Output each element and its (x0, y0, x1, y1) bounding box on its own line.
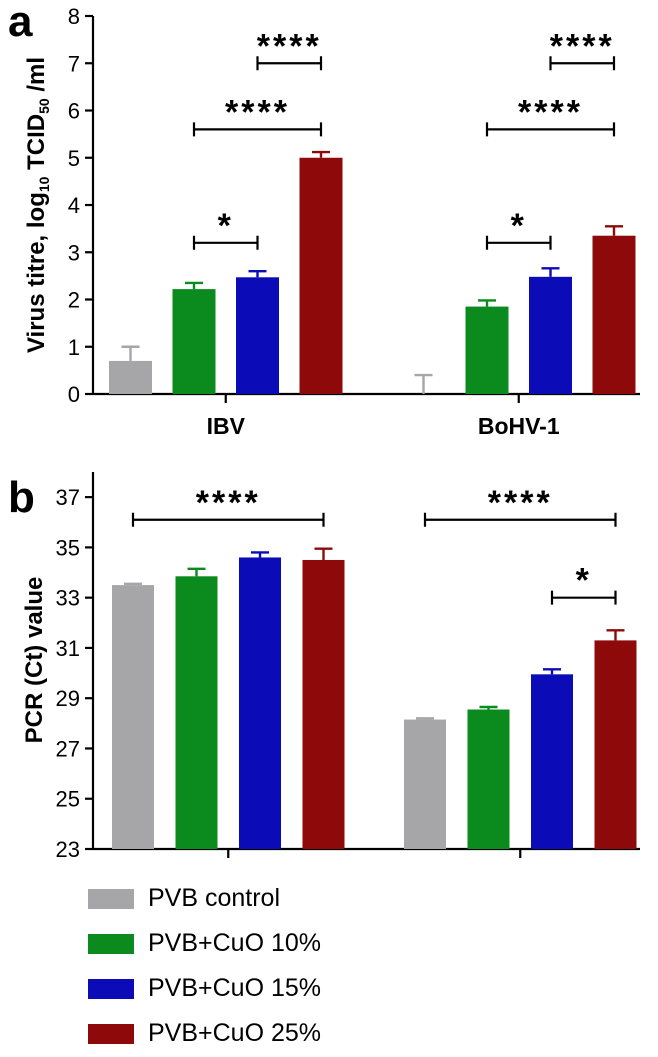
bar (109, 360, 152, 394)
bar (592, 235, 636, 394)
y-tick-label: 25 (56, 787, 80, 812)
legend: PVB control PVB+CuO 10% PVB+CuO 15% PVB+… (88, 876, 321, 1056)
significance-bracket (192, 122, 323, 137)
significance-label: * (511, 207, 527, 245)
bar (404, 719, 446, 849)
bar (467, 709, 510, 849)
bar (112, 585, 154, 849)
legend-swatch (88, 978, 134, 999)
legend-label: PVB control (148, 884, 281, 912)
bar (531, 674, 573, 849)
y-tick-label: 1 (68, 335, 80, 360)
panel-b-letter: b (8, 473, 35, 522)
y-tick-label: 7 (68, 51, 80, 76)
legend-item-cuo-25: PVB+CuO 25% (88, 1011, 321, 1056)
y-tick-label: 31 (56, 636, 80, 661)
significance-bracket (485, 122, 616, 137)
y-tick-label: 35 (56, 535, 80, 560)
legend-swatch (88, 1023, 134, 1044)
significance-label: **** (488, 484, 553, 522)
y-tick-label: 33 (56, 586, 80, 611)
y-tick-label: 23 (56, 837, 80, 862)
y-tick-label: 37 (56, 485, 80, 510)
y-tick-label: 29 (56, 686, 80, 711)
significance-bracket (423, 512, 617, 527)
legend-swatch (88, 888, 134, 909)
y-axis-label: PCR (Ct) value (21, 577, 48, 744)
significance-bracket (192, 235, 259, 250)
x-tick-label: IBV (207, 413, 246, 439)
bar (172, 289, 216, 394)
y-axis-label: Virus titre, log10 TCID50 /ml (23, 57, 52, 353)
significance-label: * (218, 207, 234, 245)
bar (529, 276, 572, 394)
y-tick-label: 8 (68, 4, 80, 29)
significance-bracket (131, 512, 325, 527)
panel-b-chart: 2325272931333537IBVBoHV-1*********PCR (C… (21, 472, 640, 862)
legend-item-pvb-control: PVB control (88, 876, 321, 921)
y-tick-label: 3 (68, 240, 80, 265)
legend-label: PVB+CuO 10% (148, 929, 322, 957)
significance-label: **** (225, 93, 290, 131)
bar (299, 157, 343, 394)
significance-label: * (576, 562, 592, 600)
bar (175, 576, 218, 849)
bar (236, 277, 279, 394)
legend-item-cuo-15: PVB+CuO 15% (88, 966, 321, 1011)
y-tick-label: 6 (68, 99, 80, 124)
bar (239, 557, 281, 849)
x-tick-label: BoHV-1 (478, 413, 560, 439)
panel-a-letter: a (8, 0, 33, 46)
legend-label: PVB+CuO 15% (148, 974, 322, 1002)
legend-label: PVB+CuO 25% (148, 1019, 322, 1047)
significance-label: **** (257, 27, 322, 65)
bar (302, 559, 345, 849)
y-tick-label: 0 (68, 382, 80, 407)
legend-swatch (88, 933, 134, 954)
y-tick-label: 2 (68, 288, 80, 313)
y-tick-label: 5 (68, 146, 80, 171)
bar (465, 306, 509, 394)
significance-bracket (549, 56, 616, 71)
significance-bracket (550, 590, 617, 605)
significance-label: **** (196, 484, 261, 522)
significance-label: **** (518, 93, 583, 131)
y-tick-label: 27 (56, 736, 80, 761)
y-tick-label: 4 (68, 193, 80, 218)
significance-bracket (256, 56, 323, 71)
bar (594, 640, 637, 849)
significance-bracket (485, 235, 552, 250)
significance-label: **** (550, 27, 615, 65)
legend-item-cuo-10: PVB+CuO 10% (88, 921, 321, 966)
